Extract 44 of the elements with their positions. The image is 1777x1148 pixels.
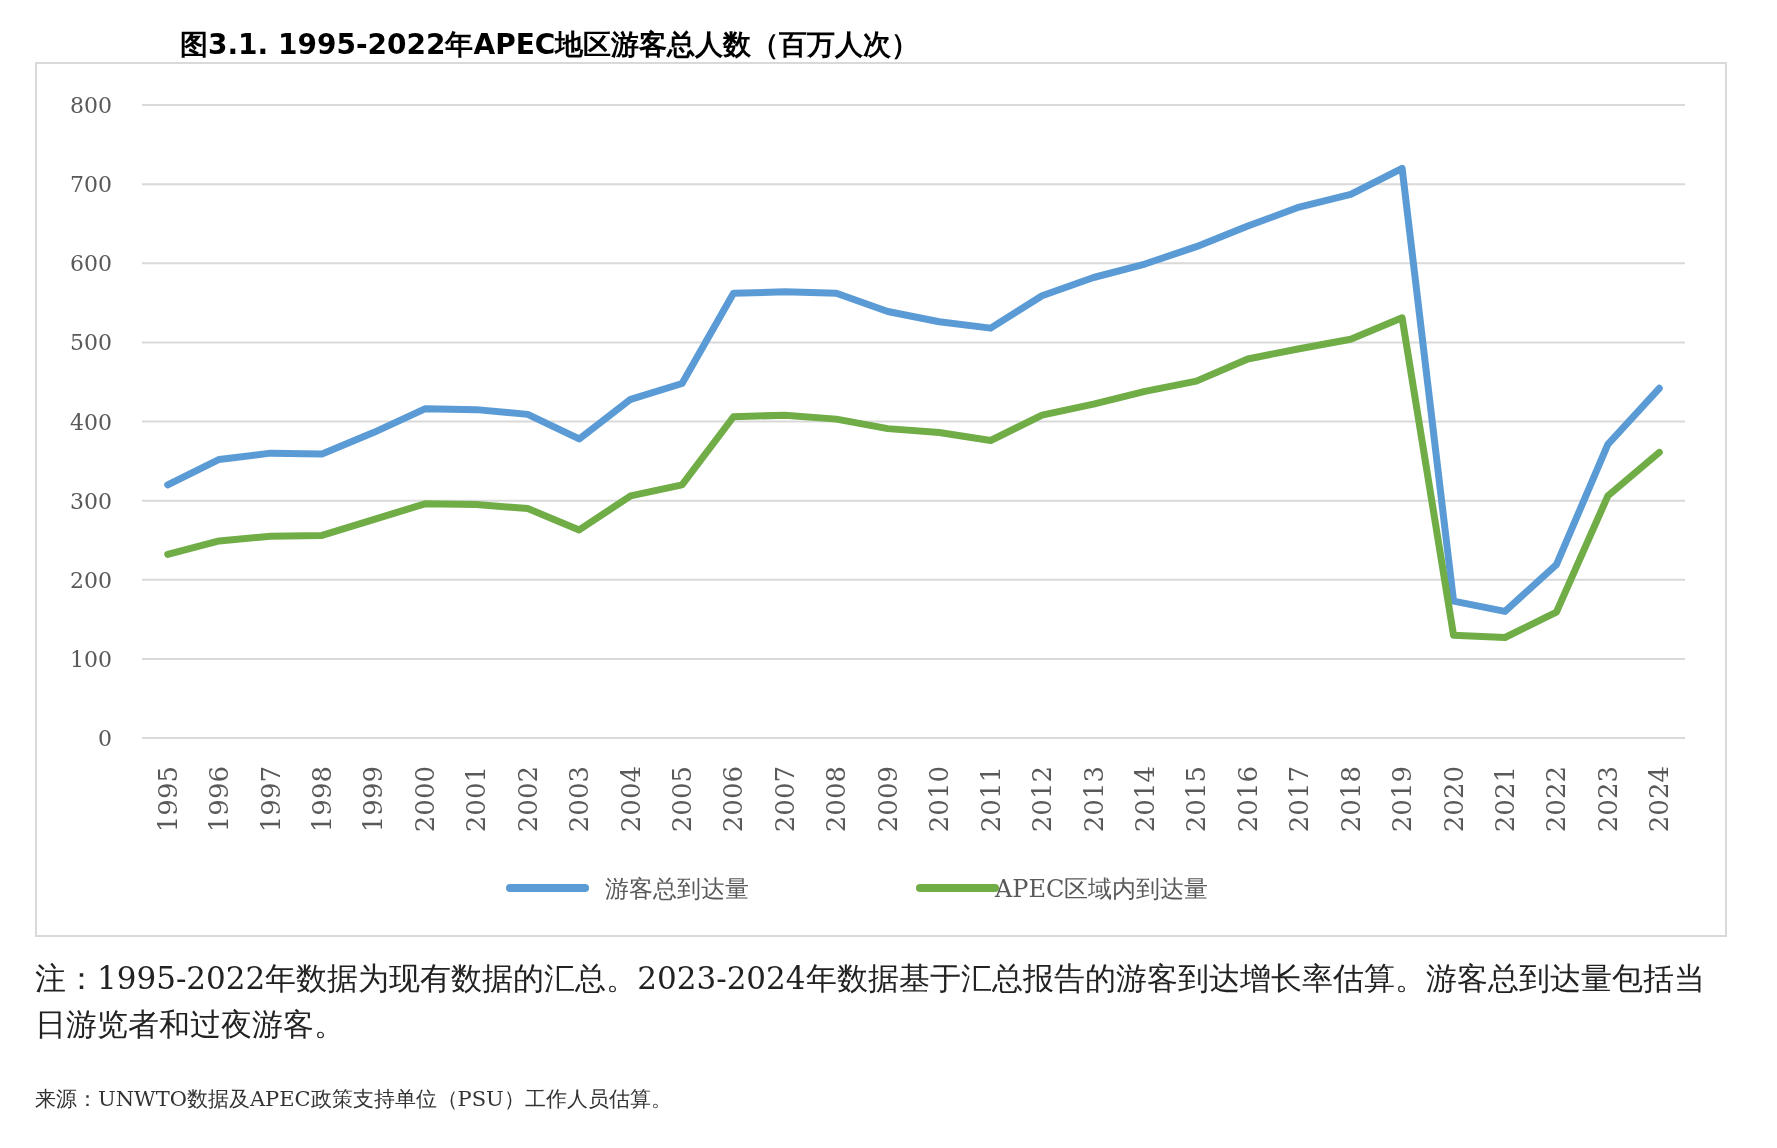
x-tick-label: 2001 (461, 766, 492, 833)
x-tick-label: 2015 (1181, 766, 1212, 833)
y-tick-label: 400 (70, 409, 112, 435)
x-tick-label: 2003 (564, 766, 595, 833)
legend-label: 游客总到达量 (605, 875, 749, 903)
text: 注：1995-2022年数据为现有数据的汇总。2023-2024年数据基于汇总报告的游客到达增长率估算。游客总到达量包括当日游览者和过夜游客。 (35, 959, 1706, 1044)
x-tick-label: 2022 (1541, 766, 1572, 833)
legend-label: APEC区域内到达量 (994, 875, 1209, 903)
x-tick-label: 2009 (872, 766, 903, 833)
x-tick-label: 2019 (1387, 766, 1418, 833)
x-tick-label: 2010 (924, 766, 955, 833)
x-tick-label: 2018 (1335, 766, 1366, 833)
y-tick-label: 0 (98, 726, 112, 751)
x-tick-label: 2014 (1129, 766, 1160, 833)
x-tick-label: 2008 (821, 766, 852, 833)
x-tick-label: 1998 (307, 766, 338, 833)
x-tick-label: 2011 (975, 766, 1006, 833)
x-tick-label: 2006 (718, 766, 749, 833)
x-tick-label: 2017 (1284, 766, 1315, 833)
x-tick-label: 2000 (409, 766, 440, 833)
x-tick-label: 2002 (512, 766, 543, 833)
y-tick-label: 600 (70, 251, 112, 277)
x-tick-label: 2004 (615, 766, 646, 833)
x-tick-label: 1999 (358, 766, 389, 833)
source-note: 来源：UNWTO数据及APEC政策支持单位（PSU）工作人员估算。 (35, 1086, 672, 1113)
y-tick-label: 200 (70, 567, 112, 593)
x-tick-label: 2013 (1078, 766, 1109, 833)
y-tick-label: 800 (70, 93, 112, 118)
x-tick-label: 1996 (204, 766, 235, 833)
x-tick-label: 2005 (667, 766, 698, 833)
x-tick-label: 2020 (1438, 766, 1469, 833)
x-tick-label: 2016 (1232, 766, 1263, 833)
x-tick-label: 1995 (152, 766, 183, 833)
x-tick-label: 2021 (1489, 766, 1520, 833)
x-tick-label: 2024 (1644, 766, 1675, 833)
y-tick-label: 300 (70, 488, 112, 514)
x-tick-label: 2012 (1027, 766, 1058, 833)
x-tick-label: 2023 (1592, 766, 1623, 833)
x-tick-label: 2007 (769, 766, 800, 833)
y-tick-label: 100 (70, 646, 112, 672)
chart-title: 图3.1. 1995-2022年APEC地区游客总人数（百万人次） (180, 27, 920, 63)
x-tick-label: 1997 (255, 766, 286, 833)
y-tick-label: 700 (70, 172, 112, 198)
y-tick-label: 500 (70, 330, 112, 356)
